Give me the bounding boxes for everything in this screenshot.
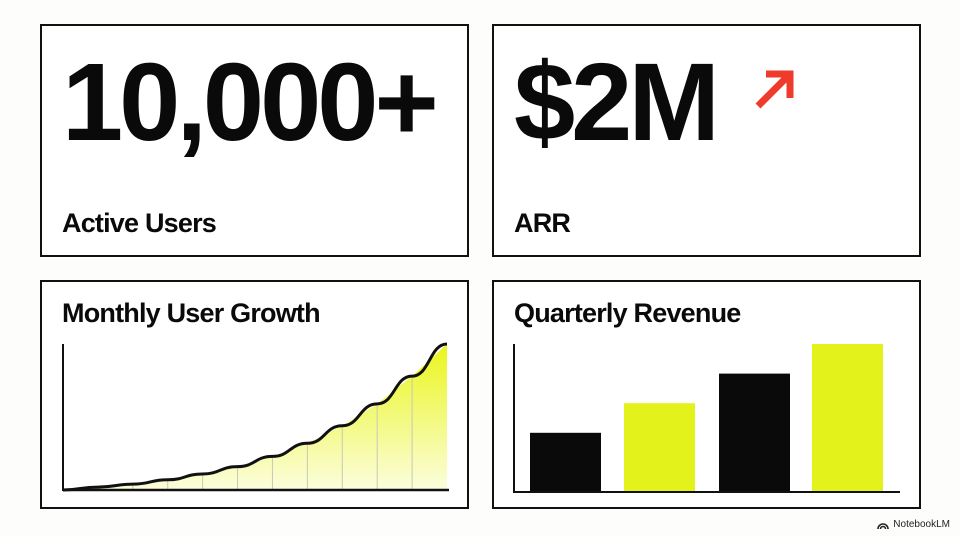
notebooklm-logo-icon: [877, 523, 890, 529]
kpi-label: Active Users: [62, 208, 217, 238]
brand-label: NotebookLM: [893, 519, 950, 530]
revenue-bar: [624, 403, 695, 492]
growth-line: [62, 342, 448, 492]
chart-title: Quarterly Revenue: [514, 298, 741, 328]
growth-chart: [62, 342, 449, 492]
kpi-value: $2M: [514, 41, 720, 164]
kpi-card-active-users: 10,000+ Active Users: [40, 24, 469, 257]
revenue-bar: [530, 432, 601, 492]
revenue-bar: [812, 344, 883, 492]
kpi-value: 10,000+: [62, 41, 439, 164]
kpi-card-arr: $2M ARR: [492, 24, 921, 257]
brand: NotebookLM: [877, 519, 950, 530]
arrow-up-right-icon: [755, 70, 794, 109]
revenue-bar: [719, 373, 790, 492]
chart-title: Monthly User Growth: [62, 298, 321, 328]
kpi-label: ARR: [514, 208, 571, 238]
growth-area: [63, 344, 447, 490]
revenue-chart: [513, 344, 900, 493]
quarterly-revenue-card: Quarterly Revenue: [492, 280, 921, 509]
monthly-user-growth-card: Monthly User Growth: [40, 280, 469, 509]
